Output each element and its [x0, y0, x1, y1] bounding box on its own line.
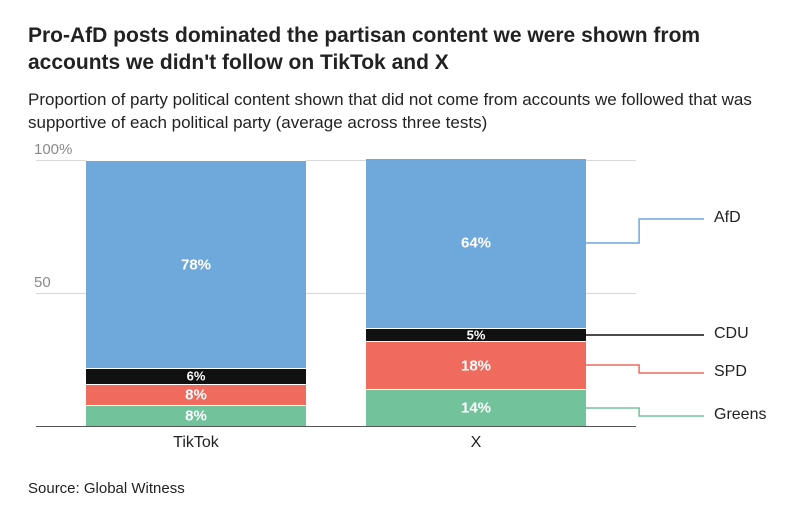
segment-value-label: 8%	[86, 408, 306, 425]
legend-label-greens: Greens	[714, 406, 766, 424]
segment-value-label: 8%	[86, 387, 306, 404]
segment-value-label: 14%	[366, 400, 586, 417]
segment-cdu: 5%	[366, 328, 586, 341]
segment-value-label: 6%	[86, 369, 306, 384]
segment-spd: 18%	[366, 341, 586, 389]
chart-title: Pro-AfD posts dominated the partisan con…	[28, 22, 728, 77]
chart-subtitle: Proportion of party political content sh…	[28, 89, 768, 135]
leader-line-greens	[586, 407, 706, 417]
segment-afd: 78%	[86, 160, 306, 367]
legend-label-cdu: CDU	[714, 325, 749, 343]
leader-line-afd	[586, 218, 706, 244]
leader-line-spd	[586, 364, 706, 374]
x-axis-label: X	[366, 434, 586, 452]
chart-source: Source: Global Witness	[28, 480, 185, 497]
legend-label-spd: SPD	[714, 363, 747, 381]
stacked-bar-chart: 50100%8%8%6%78%TikTok14%18%5%64%X Greens…	[28, 152, 788, 452]
legend-label-afd: AfD	[714, 209, 741, 227]
leader-line-cdu	[586, 334, 706, 336]
segment-value-label: 5%	[366, 328, 586, 343]
bar-x: 14%18%5%64%X	[366, 160, 586, 426]
chart-card: Pro-AfD posts dominated the partisan con…	[0, 0, 800, 517]
segment-spd: 8%	[86, 384, 306, 405]
x-axis-label: TikTok	[86, 434, 306, 452]
plot-area: 50100%8%8%6%78%TikTok14%18%5%64%X	[36, 160, 636, 427]
segment-cdu: 6%	[86, 368, 306, 384]
segment-value-label: 78%	[86, 256, 306, 273]
y-axis-label: 50	[34, 274, 51, 293]
segment-value-label: 18%	[366, 357, 586, 374]
segment-greens: 14%	[366, 389, 586, 426]
segment-value-label: 64%	[366, 235, 586, 252]
segment-afd: 64%	[366, 158, 586, 328]
bar-tiktok: 8%8%6%78%TikTok	[86, 160, 306, 426]
segment-greens: 8%	[86, 405, 306, 426]
y-axis-label: 100%	[34, 141, 72, 160]
